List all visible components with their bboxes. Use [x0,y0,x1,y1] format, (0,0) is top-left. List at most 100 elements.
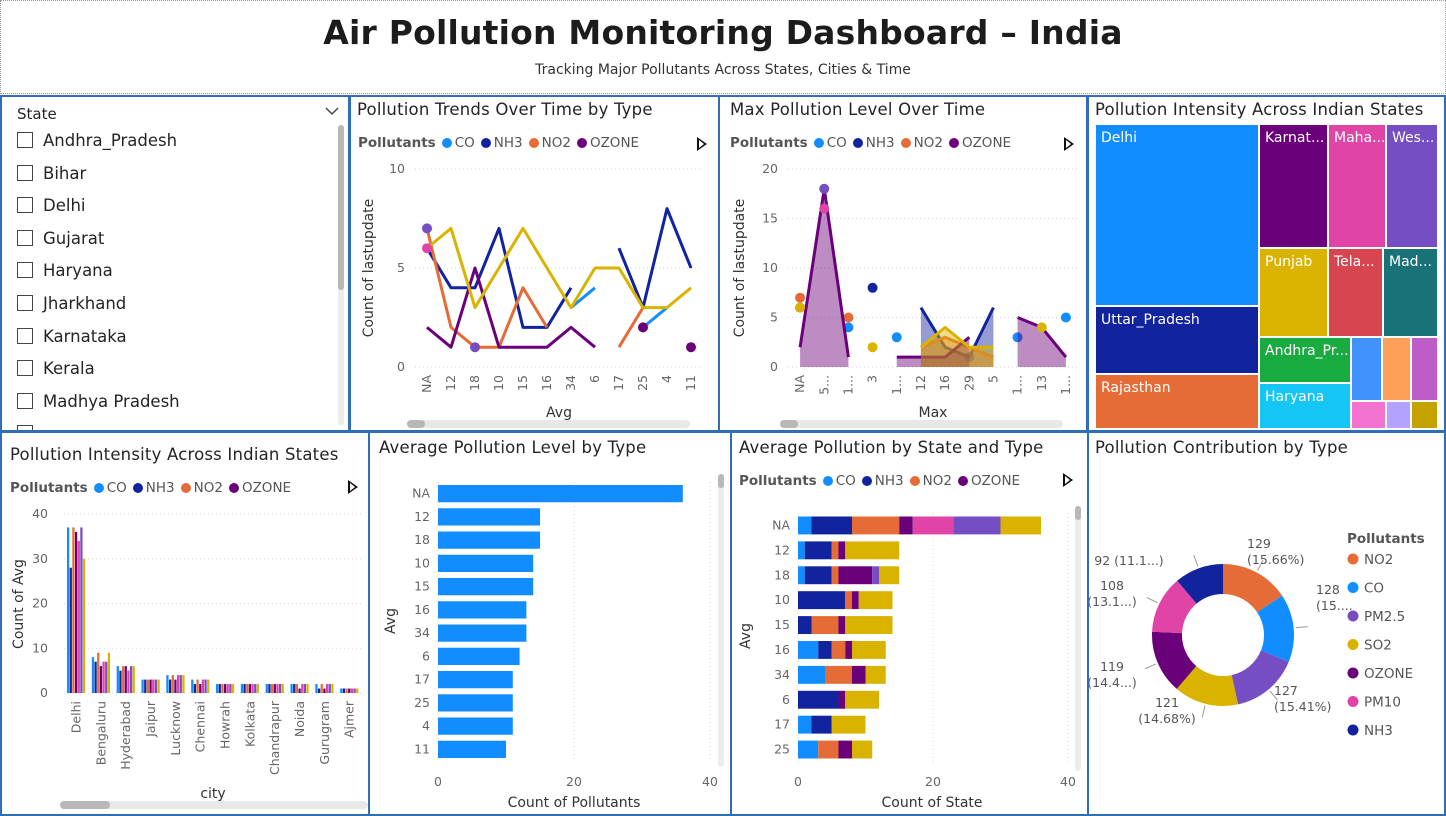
legend-item-nh3[interactable]: NH3 [132,480,175,496]
bar-noida-so2 [306,684,309,693]
y-tick-label: 15 [774,617,790,632]
legend-item-co[interactable]: CO [813,135,847,151]
stacked-title: Average Pollution by State and Type [739,438,1044,457]
treemap-cell-wes[interactable]: Wes... [1386,124,1438,248]
stacked-scrollbar[interactable] [1075,506,1081,771]
treemap-cell-punjab[interactable]: Punjab [1259,248,1328,337]
checkbox[interactable] [17,229,33,246]
point-pm2-5 [819,183,830,194]
legend-item-no2[interactable]: NO2 [909,473,952,489]
treemap-cell[interactable] [1411,401,1438,429]
bar-11 [438,740,506,758]
play-icon[interactable] [1063,473,1073,487]
legend-item-no2[interactable]: NO2 [528,135,571,151]
x-tick-label: Chennai [193,701,208,752]
checkbox[interactable] [17,360,33,377]
legend-item-nh3[interactable]: NH3 [480,135,523,151]
slicer-item-jharkhand[interactable]: Jharkhand [17,294,126,318]
legend-item-co[interactable]: CO [93,480,127,496]
leader-line [1144,663,1157,670]
treemap-cell-tela[interactable]: Tela... [1328,248,1383,337]
y-tick-label: 15 [762,211,778,226]
y-tick-label: 11 [414,741,430,756]
x-tick-label: 13 [1034,375,1049,391]
legend-item-ozone[interactable]: OZONE [957,473,1020,489]
checkbox[interactable] [17,262,33,279]
max-scrollbar[interactable] [780,420,1063,428]
x-tick-label: 20 [925,774,941,789]
city-panel: Pollution Intensity Across Indian States… [0,431,370,816]
bar-chandrapur-pm2-5 [278,684,282,693]
treemap-cell[interactable] [1351,401,1386,429]
slicer-item-andhra-pradesh[interactable]: Andhra_Pradesh [17,131,177,155]
x-tick-label: 1... [840,375,855,395]
treemap-cell-maha[interactable]: Maha... [1328,124,1386,248]
treemap-cell-uttar-pradesh[interactable]: Uttar_Pradesh [1095,306,1259,374]
line-so2 [426,226,692,310]
legend-item-co[interactable]: CO [822,473,856,489]
slicer-item-partial[interactable] [17,424,43,430]
y-tick-label: 30 [32,551,48,566]
legend-dot [909,476,920,486]
bar-hyderabad-so2 [132,666,135,693]
play-icon[interactable] [697,137,707,151]
x-tick-label: 34 [563,375,578,391]
treemap-cell-karnat[interactable]: Karnat... [1259,124,1328,248]
dashboard-subtitle: Tracking Major Pollutants Across States,… [535,62,911,78]
checkbox[interactable] [17,197,33,214]
legend-item-ozone[interactable]: OZONE [228,480,291,496]
legend-item-nh3[interactable]: NH3 [852,135,895,151]
slicer-item-karnataka[interactable]: Karnataka [17,327,127,351]
slicer-scrollbar[interactable] [338,125,344,425]
legend-item-ozone[interactable]: OZONE [948,135,1011,151]
legend-item-nh3[interactable]: NH3 [861,473,904,489]
legend-item-no2[interactable]: NO2 [180,480,223,496]
stacked-legend: Pollutants CO NH3 NO2 OZONE [739,473,1026,489]
treemap-cell-andhra-pr[interactable]: Andhra_Pr... [1259,337,1351,383]
slicer-item-madhya-pradesh[interactable]: Madhya Pradesh [17,392,180,416]
play-icon[interactable] [1064,137,1074,151]
bar-16-co [798,641,819,659]
treemap-cell-delhi[interactable]: Delhi [1095,124,1259,306]
slicer-item-haryana[interactable]: Haryana [17,261,113,285]
bar-noida-ozone [298,688,301,693]
avgbar-scrollbar[interactable] [718,474,724,767]
legend-dot [528,138,539,148]
state-slicer[interactable]: State Andhra_Pradesh Bihar Delhi Gujarat Har… [0,95,350,432]
play-icon[interactable] [348,480,358,494]
point-ozone [686,342,696,353]
checkbox[interactable] [17,295,33,311]
treemap-cell-haryana[interactable]: Haryana [1259,383,1351,429]
point-pm10 [819,203,830,214]
bar-lucknow-pm2-5 [179,675,182,693]
bar-10 [438,554,534,572]
checkbox[interactable] [17,132,33,148]
treemap-cell[interactable] [1351,337,1382,401]
slicer-item-bihar[interactable]: Bihar [17,164,86,188]
x-tick-label: 10 [491,375,506,391]
checkbox[interactable] [17,327,33,344]
chevron-down-icon[interactable] [324,104,340,120]
slicer-item-kerala[interactable]: Kerala [17,359,95,383]
point-so2 [795,302,806,313]
slice-no2 [1223,564,1283,613]
treemap-cell-mad[interactable]: Mad... [1383,248,1438,337]
x-tick-label: Lucknow [168,701,183,756]
legend-item-co[interactable]: CO [441,135,475,151]
treemap-cell[interactable] [1411,337,1438,401]
legend-item-no2[interactable]: NO2 [900,135,943,151]
slicer-item-delhi[interactable]: Delhi [17,196,85,220]
checkbox[interactable] [17,164,33,181]
point-pm2-5 [470,342,480,353]
treemap-cell[interactable] [1382,337,1411,401]
bar-jaipur-pm10 [152,679,155,693]
bar-hyderabad-co [116,666,119,693]
slicer-item-gujarat[interactable]: Gujarat [17,229,104,253]
trends-scrollbar[interactable] [407,420,690,428]
bar-chandrapur-no2 [270,684,274,693]
city-scrollbar[interactable] [60,801,368,809]
treemap-cell[interactable] [1386,401,1411,429]
treemap-cell-rajasthan[interactable]: Rajasthan [1095,374,1259,429]
checkbox[interactable] [17,392,33,409]
legend-item-ozone[interactable]: OZONE [576,135,639,151]
